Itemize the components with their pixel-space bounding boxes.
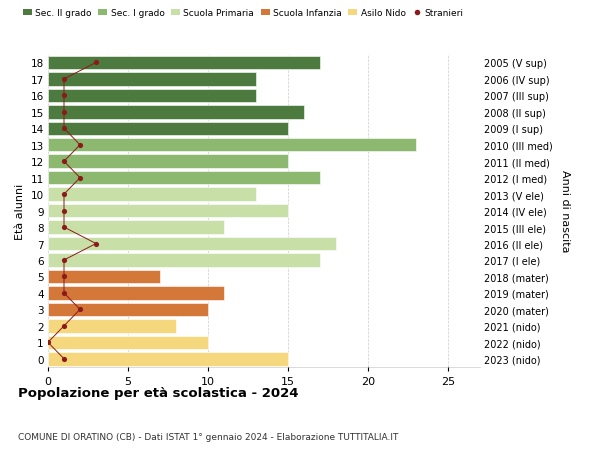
Y-axis label: Anni di nascita: Anni di nascita [560,170,569,252]
Text: COMUNE DI ORATINO (CB) - Dati ISTAT 1° gennaio 2024 - Elaborazione TUTTITALIA.IT: COMUNE DI ORATINO (CB) - Dati ISTAT 1° g… [18,431,398,441]
Y-axis label: Età alunni: Età alunni [15,183,25,239]
Point [59,125,69,133]
Point [59,158,69,166]
Point [59,191,69,198]
Point [91,60,101,67]
Point [59,323,69,330]
Bar [48,221,224,234]
Legend: Sec. II grado, Sec. I grado, Scuola Primaria, Scuola Infanzia, Asilo Nido, Stran: Sec. II grado, Sec. I grado, Scuola Prim… [23,9,464,18]
Bar [48,90,256,103]
Bar [48,254,320,267]
Point [91,241,101,248]
Bar [48,56,320,70]
Bar [48,237,336,251]
Bar [48,303,208,316]
Bar [48,286,224,300]
Point [59,257,69,264]
Bar [48,106,304,119]
Bar [48,270,160,284]
Point [59,92,69,100]
Bar [48,122,288,136]
Bar [48,188,256,202]
Bar [48,204,288,218]
Point [59,109,69,116]
Bar [48,172,320,185]
Point [75,306,85,313]
Text: Popolazione per età scolastica - 2024: Popolazione per età scolastica - 2024 [18,386,299,399]
Point [75,142,85,149]
Point [59,224,69,231]
Point [75,174,85,182]
Bar [48,139,416,152]
Bar [48,73,256,86]
Point [59,355,69,363]
Bar [48,319,176,333]
Point [59,207,69,215]
Point [43,339,53,346]
Point [59,76,69,84]
Point [59,290,69,297]
Bar [48,336,208,349]
Bar [48,155,288,168]
Bar [48,352,288,366]
Point [59,273,69,280]
